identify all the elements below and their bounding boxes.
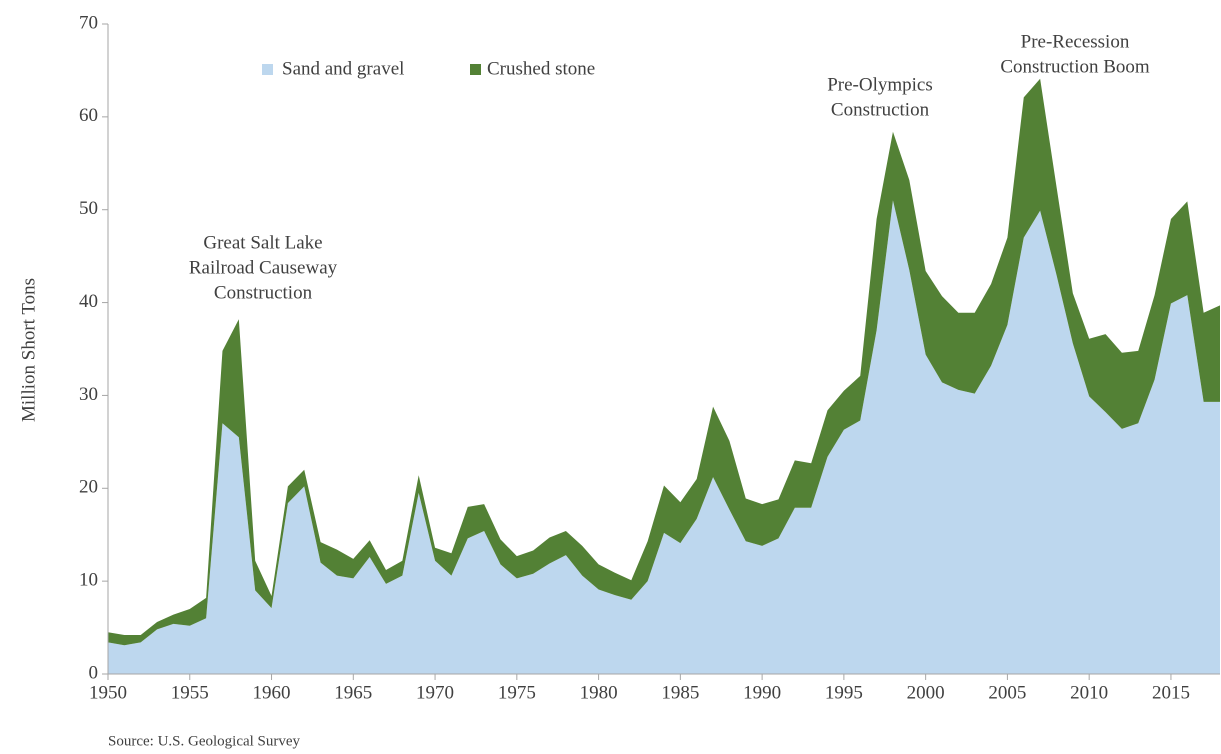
annotation: Construction Boom (1000, 56, 1150, 77)
y-tick-label: 0 (89, 662, 99, 683)
y-tick-label: 40 (79, 291, 98, 312)
annotation: Pre-Olympics (827, 74, 933, 95)
legend-swatch (470, 64, 481, 75)
area (108, 200, 1220, 674)
x-tick-label: 1985 (661, 682, 699, 703)
y-tick-label: 30 (79, 384, 98, 405)
legend-label: Sand and gravel (282, 58, 404, 79)
x-tick-label: 1980 (580, 682, 618, 703)
x-tick-label: 2005 (988, 682, 1026, 703)
y-tick-label: 20 (79, 477, 98, 498)
x-tick-label: 1990 (743, 682, 781, 703)
legend-label: Crushed stone (487, 58, 595, 79)
annotation: Railroad Causeway (189, 257, 338, 278)
y-tick-label: 10 (79, 570, 98, 591)
annotation: Construction (831, 99, 930, 120)
y-tick-label: 60 (79, 105, 98, 126)
y-tick-label: 50 (79, 198, 98, 219)
source-note: Source: U.S. Geological Survey (108, 733, 301, 749)
x-tick-label: 2015 (1152, 682, 1190, 703)
x-tick-label: 1950 (89, 682, 127, 703)
y-tick-label: 70 (79, 12, 98, 33)
annotation: Great Salt Lake (203, 232, 322, 253)
annotation: Pre-Recession (1021, 31, 1130, 52)
x-tick-label: 1960 (253, 682, 291, 703)
x-tick-label: 2010 (1070, 682, 1108, 703)
x-tick-label: 1965 (334, 682, 372, 703)
area (108, 78, 1220, 646)
x-tick-label: 1995 (825, 682, 863, 703)
x-tick-label: 1970 (416, 682, 454, 703)
legend-swatch (262, 64, 273, 75)
annotation: Construction (214, 282, 313, 303)
x-tick-label: 1955 (171, 682, 209, 703)
y-axis-label: Million Short Tons (18, 278, 39, 422)
x-tick-label: 1975 (498, 682, 536, 703)
x-tick-label: 2000 (907, 682, 945, 703)
